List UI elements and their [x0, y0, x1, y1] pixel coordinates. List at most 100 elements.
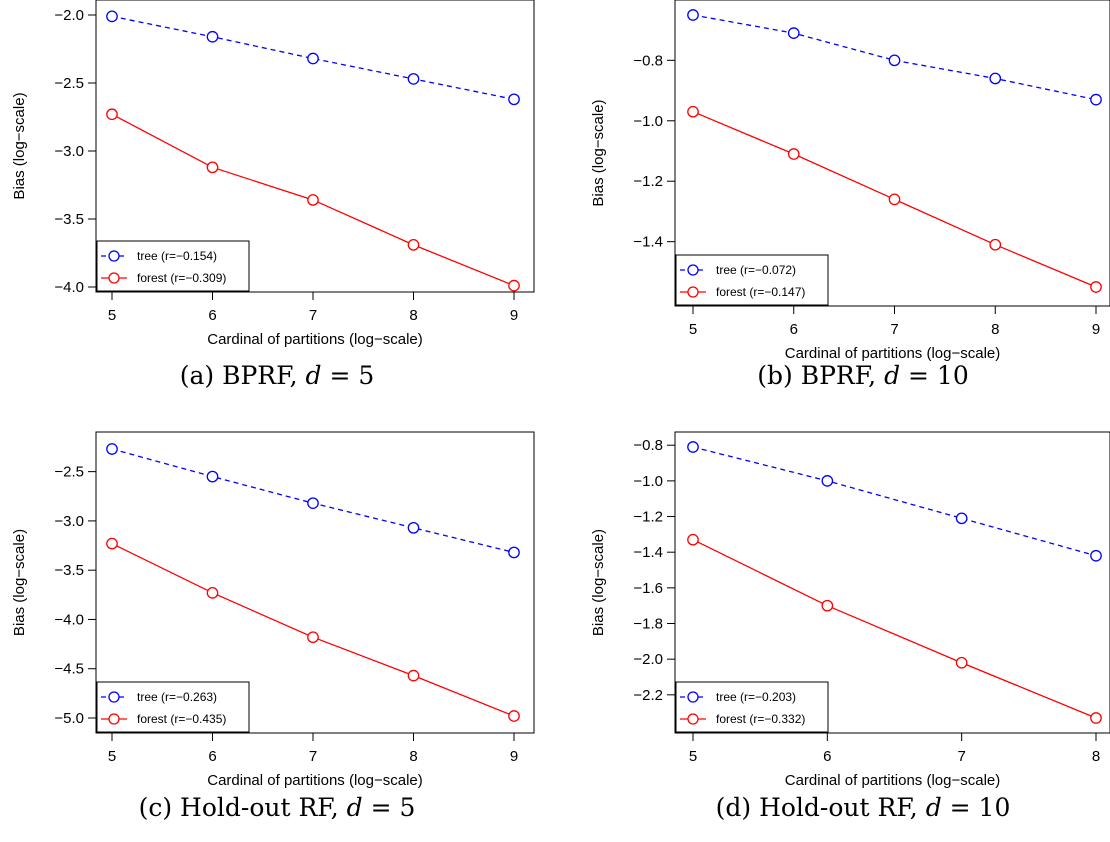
data-point — [1090, 93, 1102, 106]
data-point — [508, 279, 520, 292]
y-tick-label: −1.6 — [633, 580, 663, 597]
legend-swatch-marker — [108, 272, 120, 284]
data-point — [407, 521, 420, 534]
plot-frame — [95, 0, 535, 293]
data-point — [888, 193, 901, 206]
data-point — [821, 475, 834, 487]
series-line-forest — [692, 539, 1097, 719]
caption-rest: = 5 — [363, 793, 416, 822]
chart-panel-2: 5 6 7 8 9 −0.8 −1.0 −1.2 −1.4 Cardinal of partiti… — [590, 0, 1110, 390]
chart-panel-4: 5 6 7 8 −0.8 −1.0 −1.2 −1.4 −1.6 −1.8 −2.0 −2.2 Card… — [590, 431, 1110, 822]
chart-panel-3: 5 6 7 8 9 −2.5 −3.0 −3.5 −4.0 −4.5 −5.0 Cardinal of… — [11, 431, 535, 822]
data-point — [407, 669, 420, 682]
data-point — [888, 54, 901, 67]
legend-box — [675, 681, 829, 733]
y-axis-label: Bias (log−scale) — [11, 92, 28, 199]
data-point — [687, 105, 699, 118]
legend-swatch-marker — [687, 691, 699, 703]
y-tick-label: −4.5 — [54, 661, 84, 678]
y-tick-label: −4.0 — [54, 611, 84, 628]
legend-swatch-marker — [108, 691, 120, 703]
x-tick-label: 8 — [1092, 748, 1100, 765]
data-point — [407, 238, 420, 251]
data-point — [106, 537, 118, 550]
data-point — [206, 30, 219, 43]
x-tick-label: 6 — [823, 748, 831, 765]
data-point — [989, 72, 1002, 85]
legend: tree (r=−0.154) forest (r=−0.309) — [96, 240, 250, 292]
y-tick-label: −0.8 — [633, 52, 663, 69]
x-tick-label: 7 — [309, 307, 317, 324]
data-point — [307, 52, 319, 65]
data-point — [508, 93, 520, 106]
caption-prefix: (d) Hold-out RF, — [716, 793, 926, 822]
panel-caption: (d) Hold-out RF, d = 10 — [716, 793, 1011, 822]
legend-label: tree (r=−0.072) — [716, 263, 796, 277]
x-tick-label: 7 — [957, 748, 965, 765]
y-tick-label: −1.0 — [633, 113, 663, 130]
legend-label: forest (r=−0.332) — [716, 712, 805, 726]
data-point — [407, 73, 420, 85]
y-tick-label: −3.0 — [54, 143, 84, 160]
caption-prefix: (b) BPRF, — [757, 361, 884, 390]
y-tick-label: −2.5 — [54, 464, 84, 481]
legend-label: tree (r=−0.263) — [137, 690, 217, 704]
data-point — [206, 586, 219, 599]
caption-rest: = 5 — [322, 361, 375, 390]
x-tick-label: 5 — [108, 307, 116, 324]
data-point — [687, 533, 699, 546]
chart-panel-1: 5 6 7 8 9 −2.0 −2.5 −3.0 −3.5 −4.0 Cardinal of par… — [11, 0, 535, 390]
y-tick-label: −1.8 — [633, 616, 663, 633]
x-tick-label: 5 — [108, 748, 116, 765]
data-point — [955, 512, 968, 525]
data-point — [1090, 712, 1102, 724]
panel-caption: (c) Hold-out RF, d = 5 — [139, 793, 416, 822]
legend: tree (r=−0.072) forest (r=−0.147) — [675, 254, 829, 306]
x-tick-label: 6 — [790, 321, 798, 338]
y-tick-label: −2.5 — [54, 75, 84, 92]
x-axis-label: Cardinal of partitions (log−scale) — [785, 345, 1001, 362]
y-tick-label: −2.0 — [633, 651, 663, 668]
x-axis-label: Cardinal of partitions (log−scale) — [207, 331, 423, 348]
y-tick-label: −1.4 — [633, 234, 663, 251]
legend: tree (r=−0.203) forest (r=−0.332) — [675, 681, 829, 733]
legend-label: tree (r=−0.203) — [716, 690, 796, 704]
y-tick-label: −0.8 — [633, 437, 663, 454]
legend-box — [675, 254, 829, 306]
x-tick-label: 9 — [510, 307, 518, 324]
panel-caption: (a) BPRF, d = 5 — [180, 361, 375, 390]
data-point — [1090, 281, 1102, 293]
legend-label: tree (r=−0.154) — [137, 249, 217, 263]
series-line-tree — [111, 15, 515, 100]
data-point — [307, 497, 319, 510]
caption-prefix: (a) BPRF, — [180, 361, 306, 390]
series-line-tree — [692, 446, 1097, 557]
y-axis-label: Bias (log−scale) — [11, 529, 28, 636]
plot-frame — [95, 431, 535, 734]
y-axis-label: Bias (log−scale) — [590, 529, 607, 636]
data-point — [955, 656, 968, 669]
x-tick-label: 9 — [510, 748, 518, 765]
legend-swatch-marker — [108, 250, 120, 262]
x-tick-label: 8 — [991, 321, 999, 338]
legend-swatch-marker — [108, 713, 120, 725]
y-axis-label: Bias (log−scale) — [590, 99, 607, 206]
data-point — [106, 10, 118, 23]
data-point — [821, 599, 834, 612]
data-point — [206, 470, 219, 483]
legend-box — [96, 240, 250, 292]
x-tick-label: 9 — [1092, 321, 1100, 338]
caption-rest: = 10 — [900, 361, 969, 390]
data-point — [307, 194, 319, 206]
x-tick-label: 5 — [689, 321, 697, 338]
caption-prefix: (c) Hold-out RF, — [139, 793, 347, 822]
y-tick-label: −2.2 — [633, 687, 663, 704]
legend-swatch-marker — [687, 264, 699, 276]
caption-variable: d — [926, 793, 942, 822]
plot-frame — [674, 0, 1110, 307]
legend-swatch-marker — [687, 286, 699, 298]
x-axis-label: Cardinal of partitions (log−scale) — [207, 772, 423, 789]
caption-rest: = 10 — [942, 793, 1011, 822]
data-point — [989, 238, 1002, 251]
